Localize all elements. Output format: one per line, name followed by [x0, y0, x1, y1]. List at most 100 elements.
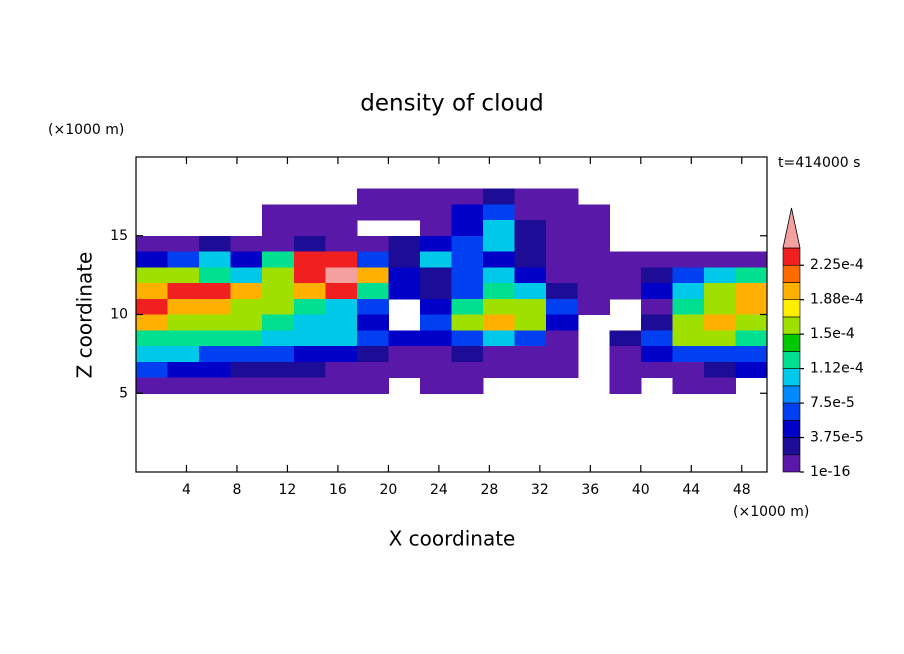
field-cell [451, 204, 484, 221]
field-cell [640, 251, 673, 268]
x-tick-label: 36 [581, 482, 599, 498]
field-cell [546, 330, 579, 347]
y-tick-label: 10 [110, 307, 128, 323]
field-cell [672, 314, 705, 331]
field-cell [483, 188, 516, 205]
field-cell [672, 298, 705, 316]
field-cell [735, 251, 768, 268]
field-cell [419, 235, 453, 253]
field-cell [167, 377, 200, 394]
field-cell [136, 361, 169, 379]
field-cell [672, 377, 705, 394]
field-cell [388, 251, 421, 268]
field-cell [451, 361, 484, 379]
field-cell [514, 267, 547, 284]
field-cell [577, 204, 610, 221]
field-cell [546, 220, 579, 237]
field-cell [262, 377, 295, 394]
field-cell [546, 251, 579, 268]
field-cell [199, 361, 232, 379]
field-cell [136, 251, 169, 268]
y-axis-label: Z coordinate [73, 252, 97, 379]
field-cell [293, 267, 326, 284]
field-cell [230, 298, 263, 316]
field-cell [735, 361, 768, 379]
field-cell [672, 361, 705, 379]
field-cell [356, 204, 389, 221]
field-cell [451, 298, 484, 316]
field-cell [356, 298, 389, 316]
field-cell [577, 251, 610, 268]
colorbar-swatch [782, 402, 801, 421]
field-cell [451, 188, 484, 205]
field-cell [577, 220, 610, 237]
field-cell [419, 346, 453, 363]
field-cell [167, 330, 200, 347]
field-cell [167, 361, 200, 379]
field-cell [325, 204, 358, 221]
x-tick-label: 8 [232, 482, 241, 498]
field-cell [262, 235, 295, 253]
field-cell [325, 251, 358, 268]
field-cell [356, 188, 389, 205]
field-cell [262, 283, 295, 300]
field-cell [293, 314, 326, 331]
field-cell [514, 188, 547, 205]
field-cell [419, 251, 453, 268]
field-cell [514, 251, 547, 268]
field-cell [451, 220, 484, 237]
field-cell [356, 283, 389, 300]
field-cell [672, 330, 705, 347]
x-unit: (×1000 m) [733, 504, 809, 520]
field-cell [136, 314, 169, 331]
field-cell [609, 330, 642, 347]
field-cell [514, 346, 547, 363]
field-cell [325, 377, 358, 394]
field-cell [325, 267, 358, 284]
field-cell [167, 267, 200, 284]
field-cell [419, 188, 453, 205]
field-cell [136, 346, 169, 363]
colorbar-swatch [782, 333, 801, 352]
field [136, 188, 768, 394]
colorbar-swatch [782, 299, 801, 318]
field-cell [609, 251, 642, 268]
field-cell [577, 235, 610, 253]
field-cell [136, 377, 169, 394]
field-cell [735, 330, 768, 347]
colorbar-swatch [782, 264, 801, 283]
field-cell [388, 361, 421, 379]
field-cell [451, 346, 484, 363]
field-cell [262, 204, 295, 221]
field-cell [703, 377, 737, 394]
colorbar-swatch [782, 420, 801, 438]
field-cell [640, 267, 673, 284]
field-cell [419, 283, 453, 300]
field-cell [609, 377, 642, 394]
field-cell [451, 267, 484, 284]
colorbar-label: 1.5e-4 [810, 326, 855, 342]
field-cell [199, 267, 232, 284]
y-tick-label: 15 [110, 228, 128, 244]
field-cell [262, 220, 295, 237]
field-cell [230, 251, 263, 268]
field-cell [356, 330, 389, 347]
colorbar-swatch [782, 385, 801, 404]
field-cell [483, 267, 516, 284]
field-cell [735, 283, 768, 300]
field-cell [514, 220, 547, 237]
field-cell [640, 361, 673, 379]
field-cell [388, 346, 421, 363]
field-cell [577, 267, 610, 284]
field-cell [546, 283, 579, 300]
field-cell [167, 346, 200, 363]
field-cell [451, 377, 484, 394]
field-cell [388, 204, 421, 221]
colorbar-swatch [782, 437, 801, 456]
field-cell [388, 267, 421, 284]
field-cell [262, 346, 295, 363]
colorbar-swatch [782, 247, 801, 266]
field-cell [703, 330, 737, 347]
x-tick-label: 12 [279, 482, 297, 498]
field-cell [514, 361, 547, 379]
